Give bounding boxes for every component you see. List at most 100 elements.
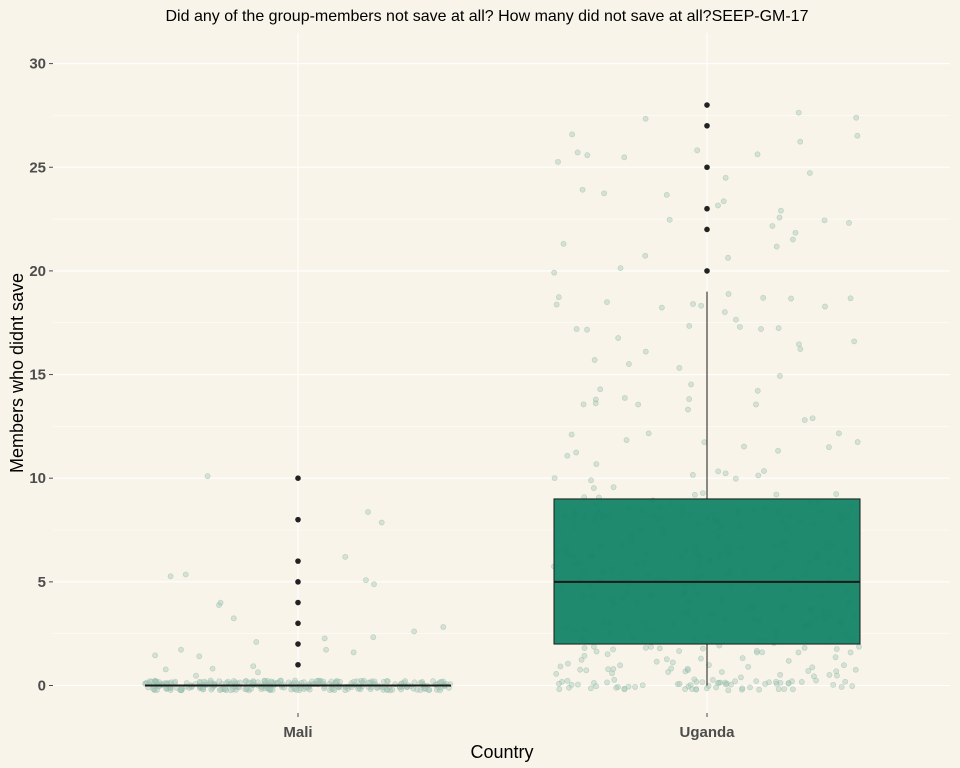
jitter-point: [320, 678, 327, 685]
jitter-point: [739, 685, 746, 692]
jitter-point: [822, 303, 828, 310]
outlier-point: [704, 122, 710, 129]
jitter-point: [417, 687, 424, 693]
jitter-point: [564, 452, 571, 459]
jitter-point: [593, 683, 600, 690]
jitter-point: [351, 678, 357, 685]
outlier-point: [704, 164, 710, 171]
jitter-point: [593, 648, 600, 655]
jitter-point: [556, 686, 563, 693]
jitter-point: [208, 686, 215, 693]
jitter-point: [789, 678, 795, 685]
jitter-point: [248, 685, 254, 692]
jitter-point: [227, 687, 234, 694]
jitter-point: [676, 648, 683, 654]
jitter-point: [775, 686, 782, 693]
jitter-point: [777, 679, 784, 686]
jitter-point: [578, 656, 585, 663]
outlier-point: [704, 102, 710, 108]
jitter-point: [718, 669, 725, 675]
jitter-point: [591, 680, 597, 686]
jitter-point: [809, 664, 816, 671]
x-tick-label: Mali: [283, 724, 312, 741]
y-tick-label: 5: [38, 574, 46, 591]
jitter-point: [285, 679, 292, 686]
jitter-point: [723, 681, 729, 688]
jitter-point: [682, 686, 688, 693]
jitter-point: [230, 615, 237, 622]
jitter-point: [676, 680, 683, 687]
jitter-point: [691, 676, 698, 683]
jitter-point: [725, 254, 731, 261]
jitter-point: [178, 646, 184, 653]
jitter-point: [663, 191, 670, 198]
jitter-point: [826, 671, 833, 678]
jitter-point: [350, 649, 357, 656]
jitter-point: [380, 678, 387, 685]
jitter-point: [551, 269, 558, 276]
jitter-point: [728, 681, 734, 688]
jitter-point: [557, 663, 564, 670]
jitter-point: [605, 666, 612, 673]
jitter-point: [737, 324, 743, 330]
jitter-point: [230, 678, 237, 684]
jitter-point: [378, 519, 385, 526]
jitter-point: [805, 668, 812, 674]
jitter-point: [621, 154, 628, 161]
jitter-point: [437, 687, 443, 694]
jitter-point: [809, 415, 816, 422]
jitter-point: [253, 639, 260, 645]
jitter-point: [668, 665, 675, 672]
jitter-point: [258, 686, 265, 692]
jitter-point: [725, 291, 732, 297]
jitter-point: [370, 634, 377, 641]
jitter-point: [689, 472, 696, 478]
jitter-point: [242, 678, 249, 685]
jitter-point: [698, 655, 704, 662]
jitter-point: [715, 202, 721, 209]
jitter-point: [773, 491, 780, 498]
jitter-point: [383, 686, 390, 693]
jitter-point: [833, 646, 840, 652]
jitter-point: [555, 158, 561, 165]
jitter-point: [587, 685, 594, 692]
jitter-point: [610, 646, 616, 653]
jitter-point: [635, 401, 642, 408]
jitter-point: [591, 357, 598, 363]
jitter-point: [167, 573, 174, 580]
jitter-point: [761, 468, 767, 474]
outlier-point: [295, 641, 301, 647]
jitter-point: [706, 662, 712, 668]
jitter-point: [553, 670, 560, 677]
jitter-point: [639, 682, 646, 689]
y-tick-label: 15: [29, 367, 46, 384]
jitter-point: [277, 678, 283, 684]
jitter-point: [604, 299, 610, 305]
jitter-point: [722, 174, 729, 181]
jitter-point: [826, 444, 832, 451]
jitter-point: [832, 654, 839, 661]
outlier-point: [295, 661, 301, 668]
jitter-point: [849, 683, 856, 689]
jitter-point: [754, 387, 761, 394]
jitter-point: [584, 152, 591, 159]
jitter-point: [775, 325, 782, 332]
jitter-point: [590, 643, 597, 650]
jitter-point: [758, 326, 764, 332]
jitter-point: [156, 679, 163, 686]
jitter-point: [573, 326, 580, 332]
outlier-point: [295, 558, 301, 564]
jitter-point: [717, 679, 724, 686]
jitter-point: [666, 216, 673, 223]
jitter-point: [604, 651, 611, 658]
jitter-point: [411, 679, 418, 686]
jitter-point: [745, 663, 752, 670]
jitter-point: [760, 294, 767, 301]
jitter-point: [626, 361, 632, 367]
jitter-point: [292, 677, 298, 684]
jitter-point: [575, 681, 581, 688]
jitter-point: [725, 687, 732, 694]
jitter-point: [658, 304, 665, 311]
jitter-point: [610, 484, 617, 491]
